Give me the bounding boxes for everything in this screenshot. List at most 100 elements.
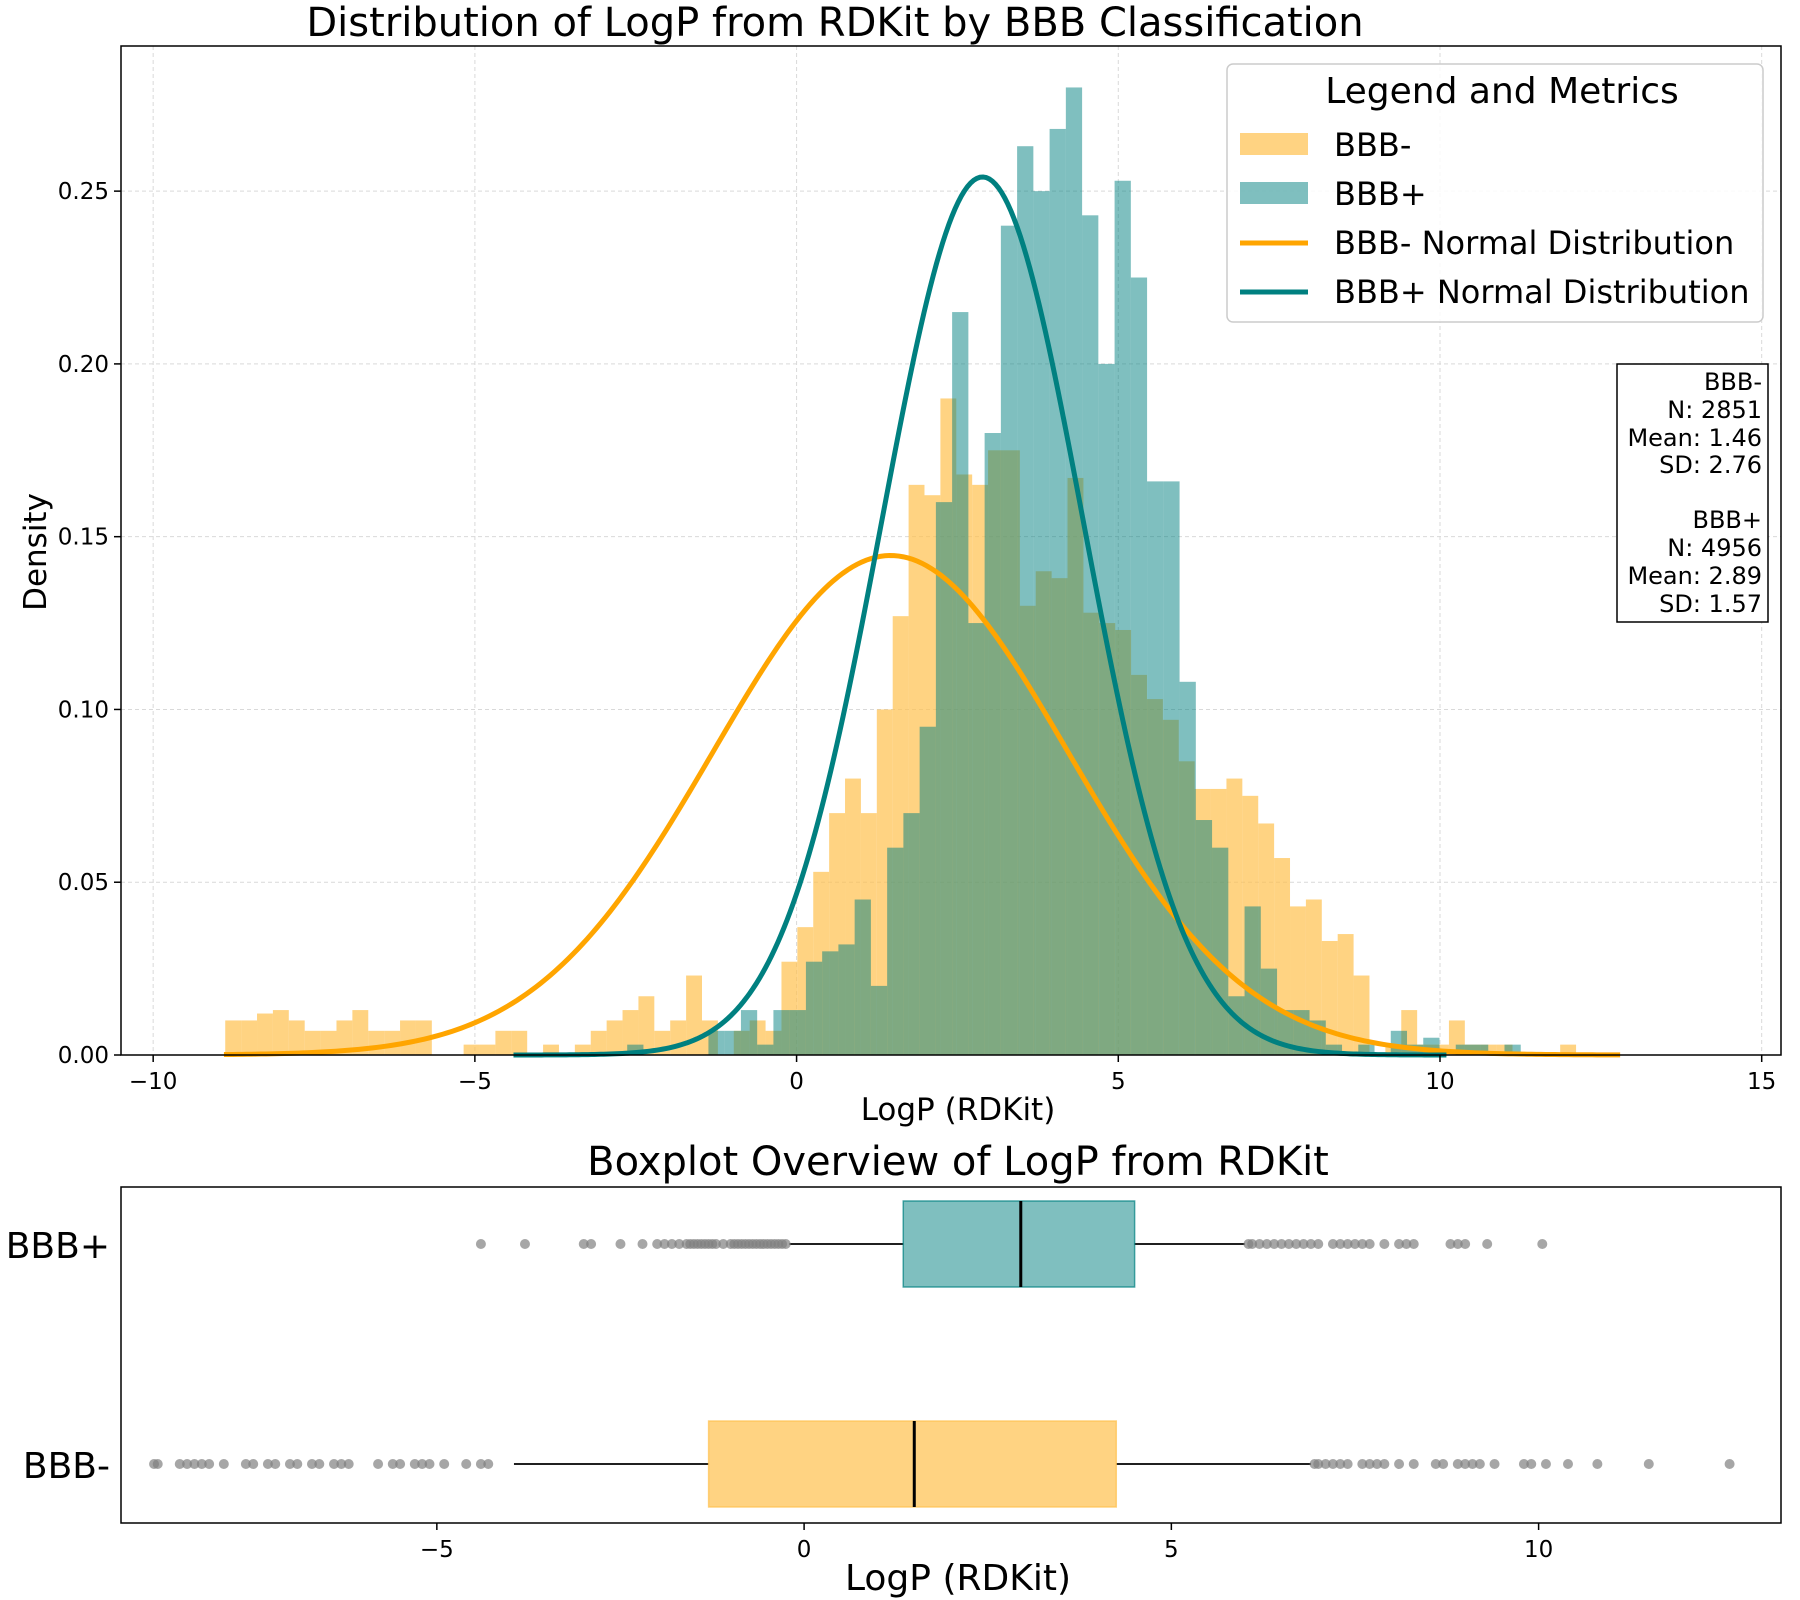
outlier-point xyxy=(718,1239,729,1249)
metrics-line: Mean: 2.89 xyxy=(1627,562,1762,590)
box-iqr xyxy=(902,1200,1136,1288)
legend-swatch-bbb-neg xyxy=(1240,133,1308,155)
histogram-axes-frame xyxy=(120,45,1782,1056)
bbb-pos-bar xyxy=(1082,215,1099,1056)
histogram-y-ticks: 0.00 0.05 0.10 0.15 0.20 0.25 xyxy=(58,179,121,1069)
box-iqr xyxy=(707,1420,1118,1508)
bbb-neg-bar xyxy=(574,1044,591,1055)
bbb-neg-bar xyxy=(511,1030,528,1055)
outlier-point xyxy=(248,1459,259,1469)
boxplot-category-label-bbb-pos: BBB+ xyxy=(6,1226,110,1267)
outlier-point xyxy=(1394,1239,1405,1249)
outlier-point xyxy=(1335,1239,1346,1249)
outlier-point xyxy=(1313,1459,1324,1469)
outlier-point xyxy=(1269,1239,1280,1249)
bbb-pos-bar xyxy=(1358,1044,1375,1055)
bbb-neg-bar xyxy=(1274,858,1291,1055)
outlier-point xyxy=(1562,1459,1573,1469)
bbb-neg-bar xyxy=(479,1044,496,1055)
outlier-point xyxy=(1261,1239,1272,1249)
boxplot-category-label-bbb-neg: BBB- xyxy=(23,1446,110,1487)
bbb-pos-bar xyxy=(757,1044,774,1055)
outlier-point xyxy=(475,1459,486,1469)
box-bbb-pos xyxy=(475,1200,1548,1288)
bbb-pos-bar xyxy=(805,961,823,1055)
outlier-point xyxy=(1283,1239,1294,1249)
outlier-point xyxy=(1452,1239,1463,1249)
metrics-line: N: 2851 xyxy=(1667,396,1762,424)
bbb-neg-bar xyxy=(495,1030,512,1055)
boxplot-title: Boxplot Overview of LogP from RDKit xyxy=(587,1139,1329,1185)
y-tick-label: 0.20 xyxy=(58,352,109,378)
bbb-pos-bar xyxy=(1212,847,1229,1055)
outlier-point xyxy=(152,1459,163,1469)
outlier-point xyxy=(1408,1239,1419,1249)
histogram-title: Distribution of LogP from RDKit by BBB C… xyxy=(306,0,1363,46)
legend-box xyxy=(1226,63,1764,323)
bbb-pos-bar xyxy=(854,899,871,1055)
outlier-point xyxy=(1364,1239,1375,1249)
bbb-pos-normal-curve xyxy=(513,174,1447,1058)
bbb-pos-bar xyxy=(627,1044,644,1055)
outlier-point xyxy=(262,1459,273,1469)
outlier-point xyxy=(1445,1239,1456,1249)
bbb-pos-bar xyxy=(1244,906,1261,1055)
outlier-point xyxy=(1335,1459,1346,1469)
outlier-point xyxy=(1298,1239,1309,1249)
bbb-neg-bar xyxy=(352,1010,369,1055)
outlier-point xyxy=(519,1239,530,1249)
outlier-point xyxy=(343,1459,354,1469)
bbb-pos-bar xyxy=(1472,1044,1489,1055)
bbb-neg-bar xyxy=(225,1020,242,1055)
bbb-pos-bar xyxy=(1390,1030,1408,1055)
outlier-point xyxy=(387,1459,398,1469)
outlier-point xyxy=(1518,1459,1529,1469)
outlier-point xyxy=(1276,1239,1287,1249)
bbb-pos-bar xyxy=(1065,87,1083,1055)
bbb-neg-bar xyxy=(543,1044,559,1055)
outlier-point xyxy=(1372,1459,1383,1469)
outlier-point xyxy=(292,1459,303,1469)
bbb-neg-bar xyxy=(606,1020,623,1055)
outlier-point xyxy=(1357,1239,1368,1249)
x-tick-label: 5 xyxy=(1164,1537,1179,1563)
bbb-neg-bar xyxy=(368,1030,385,1055)
outlier-point xyxy=(189,1459,200,1469)
x-tick-label: 5 xyxy=(1111,1069,1126,1095)
bbb-pos-bar xyxy=(789,1010,806,1055)
outlier-point xyxy=(710,1239,721,1249)
outlier-point xyxy=(586,1239,597,1249)
bbb-neg-bar xyxy=(590,1030,607,1055)
bbb-pos-bar xyxy=(903,813,920,1055)
bbb-pos-bar xyxy=(1114,180,1131,1056)
outlier-point xyxy=(395,1459,406,1469)
outlier-point xyxy=(204,1459,215,1469)
bbb-pos-bar xyxy=(1130,277,1148,1056)
legend-title: Legend and Metrics xyxy=(1325,71,1679,112)
boxplot-x-ticks: −5 0 5 10 xyxy=(420,1523,1553,1563)
metrics-line: N: 4956 xyxy=(1667,534,1762,562)
outlier-point xyxy=(1526,1459,1537,1469)
bbb-neg-bar xyxy=(272,1010,289,1055)
y-tick-label: 0.05 xyxy=(58,870,109,896)
outlier-point xyxy=(373,1459,384,1469)
metrics-line: BBB- xyxy=(1704,368,1762,396)
bbb-neg-bar xyxy=(400,1020,416,1055)
histogram-x-axis-label: LogP (RDKit) xyxy=(861,1092,1056,1128)
bbb-pos-bar xyxy=(935,502,953,1055)
metrics-line: Mean: 1.46 xyxy=(1627,424,1762,452)
outlier-point xyxy=(1379,1239,1390,1249)
y-tick-label: 0.00 xyxy=(58,1043,109,1069)
outlier-point xyxy=(1313,1239,1324,1249)
bbb-pos-bar xyxy=(1017,146,1034,1055)
outlier-point xyxy=(1592,1459,1603,1469)
legend-label-bbb-neg: BBB- xyxy=(1334,126,1411,164)
outlier-point xyxy=(659,1239,670,1249)
outlier-point xyxy=(1305,1239,1316,1249)
legend: Legend and Metrics BBB- BBB+ BBB- Normal… xyxy=(1226,63,1764,323)
bbb-pos-bar xyxy=(1179,681,1196,1055)
bbb-pos-bar xyxy=(1325,1044,1343,1055)
histogram-x-ticks: −10 −5 0 5 10 15 xyxy=(129,1055,1776,1095)
y-tick-label: 0.10 xyxy=(58,697,109,723)
